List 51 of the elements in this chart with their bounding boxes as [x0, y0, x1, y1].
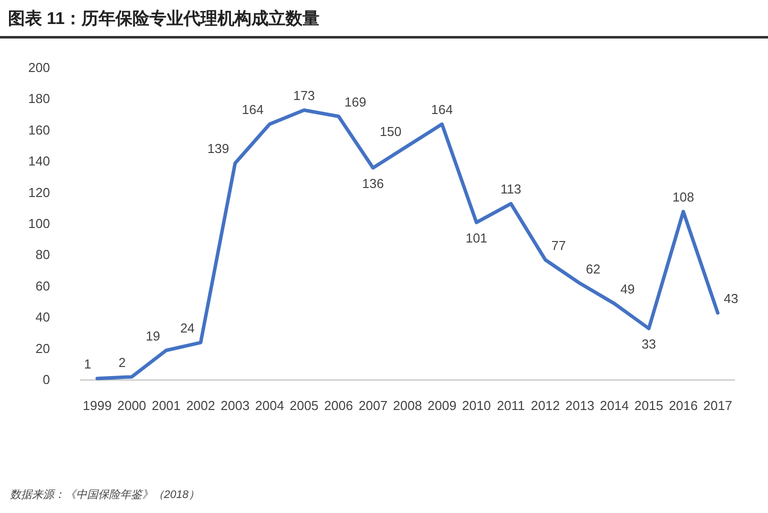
- data-label: 1: [84, 356, 92, 372]
- y-tick-label: 160: [28, 122, 50, 138]
- x-tick-label: 2006: [324, 398, 354, 413]
- chart-title: 图表 11：历年保险专业代理机构成立数量: [8, 9, 320, 28]
- data-label: 62: [586, 261, 600, 276]
- data-label: 136: [362, 176, 384, 191]
- data-label: 33: [642, 336, 656, 352]
- y-tick-label: 40: [36, 310, 50, 325]
- x-tick-label: 2012: [530, 398, 560, 413]
- x-tick-label: 2001: [152, 398, 181, 413]
- x-tick-label: 2004: [255, 398, 284, 413]
- y-tick-label: 120: [28, 184, 50, 200]
- data-label: 77: [551, 238, 566, 253]
- y-tick-label: 0: [42, 372, 50, 387]
- y-tick-label: 140: [28, 154, 50, 169]
- data-label: 49: [620, 282, 635, 297]
- x-tick-label: 2003: [220, 398, 250, 413]
- data-label: 108: [672, 190, 694, 205]
- data-label: 113: [500, 182, 522, 197]
- data-label: 150: [380, 124, 402, 139]
- x-tick-label: 2015: [634, 398, 664, 413]
- x-tick-label: 2005: [290, 398, 319, 413]
- data-label: 164: [431, 102, 453, 118]
- x-tick-label: 1999: [82, 398, 112, 413]
- x-tick-label: 2011: [496, 398, 525, 413]
- y-tick-label: 20: [36, 340, 50, 356]
- x-tick-label: 2002: [186, 398, 216, 413]
- x-tick-label: 2013: [565, 398, 594, 413]
- x-tick-label: 2016: [668, 398, 698, 413]
- y-tick-label: 80: [36, 247, 50, 262]
- y-tick-label: 100: [28, 216, 50, 231]
- x-tick-label: 2010: [462, 398, 491, 413]
- data-label: 164: [242, 102, 264, 118]
- data-label: 2: [118, 354, 126, 370]
- data-label: 169: [344, 94, 366, 110]
- y-tick-label: 180: [28, 91, 50, 106]
- y-tick-label: 200: [28, 60, 50, 75]
- data-label: 173: [293, 88, 315, 104]
- data-label: 24: [180, 320, 195, 336]
- data-label: 43: [724, 290, 738, 306]
- x-tick-label: 2008: [393, 398, 422, 413]
- data-label: 19: [146, 328, 160, 344]
- y-tick-label: 60: [36, 278, 50, 294]
- data-label: 139: [207, 141, 230, 156]
- x-tick-label: 2009: [428, 398, 456, 413]
- x-tick-label: 2014: [600, 398, 629, 413]
- source-note: 数据来源：《中国保险年鉴》（2018）: [10, 488, 200, 501]
- x-tick-label: 2007: [358, 398, 388, 413]
- x-tick-label: 2017: [703, 398, 732, 413]
- data-label: 101: [466, 230, 488, 246]
- x-tick-label: 2000: [117, 398, 146, 413]
